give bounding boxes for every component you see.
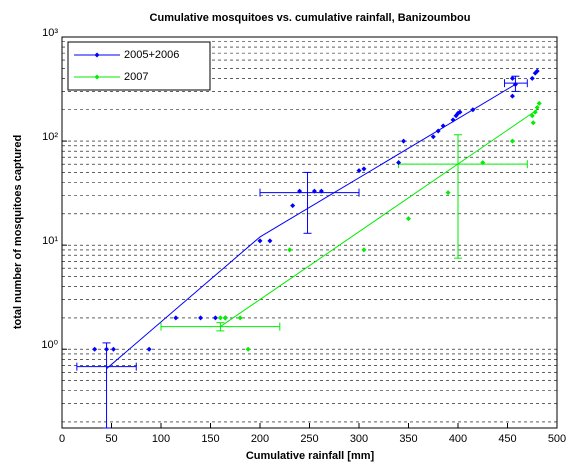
point <box>401 138 407 144</box>
point <box>257 238 263 244</box>
point <box>146 346 152 352</box>
x-tick-label: 0 <box>59 433 65 445</box>
y-tick-label: 10² <box>42 131 58 143</box>
fit-line <box>220 109 538 327</box>
x-tick-label: 250 <box>300 433 318 445</box>
point <box>512 81 518 87</box>
point <box>356 168 362 174</box>
legend-marker <box>94 74 100 80</box>
plot-area <box>61 36 558 429</box>
point <box>198 315 204 321</box>
point <box>173 315 179 321</box>
legend-box <box>67 41 211 91</box>
legend-label: 2005+2006 <box>124 49 179 61</box>
x-tick-label: 300 <box>350 433 368 445</box>
point <box>287 247 293 253</box>
y-axis-label: total number of mosquitoes captured <box>12 135 24 329</box>
x-axis-label: Cumulative rainfall [mm] <box>246 450 375 462</box>
point <box>290 203 296 209</box>
point <box>532 109 538 115</box>
point <box>217 315 223 321</box>
point <box>509 93 515 99</box>
x-tick-label: 500 <box>548 433 566 445</box>
point <box>430 134 436 140</box>
point <box>110 346 116 352</box>
point <box>509 138 515 144</box>
point <box>536 100 542 106</box>
legend-marker <box>94 52 100 58</box>
fit-line <box>106 82 518 370</box>
point <box>470 107 476 113</box>
point <box>222 315 228 321</box>
chart-title: Cumulative mosquitoes vs. cumulative rai… <box>150 12 471 24</box>
point <box>529 75 535 81</box>
point <box>297 188 303 194</box>
x-tick-label: 150 <box>201 433 219 445</box>
point <box>450 117 456 123</box>
y-tick-label: 10³ <box>42 27 58 39</box>
point <box>457 109 463 115</box>
point <box>480 160 486 166</box>
y-tick-label: 10⁰ <box>41 339 58 351</box>
x-tick-label: 200 <box>251 433 269 445</box>
point <box>406 216 411 222</box>
point <box>396 160 402 166</box>
point <box>311 188 317 194</box>
point <box>530 120 536 126</box>
x-tick-label: 350 <box>399 433 417 445</box>
x-tick-label: 100 <box>152 433 170 445</box>
x-tick-label: 50 <box>105 433 117 445</box>
point <box>361 166 367 172</box>
point <box>435 128 441 134</box>
point <box>509 75 515 81</box>
x-tick-label: 400 <box>449 433 467 445</box>
legend-label: 2007 <box>124 71 148 83</box>
point <box>212 315 218 321</box>
point <box>361 247 367 253</box>
y-tick-label: 10¹ <box>42 235 58 247</box>
point <box>245 346 251 352</box>
x-tick-label: 450 <box>498 433 516 445</box>
point <box>445 190 451 196</box>
point <box>104 346 110 352</box>
point <box>267 238 273 244</box>
point <box>440 123 446 129</box>
point <box>534 105 540 111</box>
point <box>534 68 540 74</box>
point <box>237 315 243 321</box>
point <box>529 113 535 119</box>
point <box>92 346 98 352</box>
point <box>318 188 324 194</box>
